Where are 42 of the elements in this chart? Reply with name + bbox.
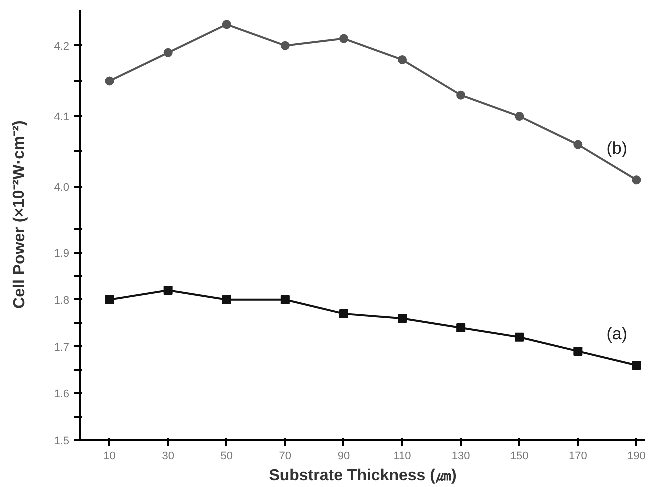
x-axis-title: Substrate Thickness (㎛) xyxy=(269,468,457,484)
x-tick-label: 70 xyxy=(279,450,292,462)
point xyxy=(632,176,642,185)
point xyxy=(515,332,524,342)
point xyxy=(280,295,290,304)
point xyxy=(456,90,466,100)
x-tick-label: 10 xyxy=(104,450,116,462)
point xyxy=(164,48,173,58)
point xyxy=(105,295,114,304)
y-tick-label: 1.8 xyxy=(54,294,70,307)
point xyxy=(339,34,348,44)
x-tick-label: 30 xyxy=(162,450,174,462)
x-tick-label: 50 xyxy=(220,450,234,462)
x-tick-label: 150 xyxy=(510,450,529,462)
y-tick-label: 4.2 xyxy=(54,40,70,53)
point xyxy=(105,76,114,86)
point xyxy=(398,314,408,324)
series-label: (a) xyxy=(606,324,628,344)
y-tick-label: 1.6 xyxy=(54,388,70,401)
point xyxy=(515,112,524,122)
point xyxy=(222,295,232,304)
x-tick-label: 90 xyxy=(338,450,350,462)
point xyxy=(574,140,583,150)
x-tick-label: 190 xyxy=(628,450,646,462)
x-tick-label: 110 xyxy=(394,450,412,462)
point xyxy=(456,324,466,332)
y-tick-label: 4.0 xyxy=(54,182,70,194)
point xyxy=(574,346,583,356)
x-tick-label: 130 xyxy=(452,450,470,462)
point xyxy=(164,286,173,295)
point xyxy=(339,309,348,318)
y-tick-label: 1.5 xyxy=(54,436,70,448)
x-tick-label: 170 xyxy=(568,450,588,462)
point xyxy=(398,55,408,64)
y-axis-title: Cell Power (×10⁻²W·cm⁻²) xyxy=(11,120,28,309)
point xyxy=(222,20,232,30)
y-tick-label: 1.9 xyxy=(54,248,70,260)
point xyxy=(632,361,642,370)
series-label: (b) xyxy=(606,139,628,158)
y-tick-label: 4.1 xyxy=(54,112,70,124)
y-tick-label: 1.7 xyxy=(54,342,70,354)
point xyxy=(280,41,290,50)
